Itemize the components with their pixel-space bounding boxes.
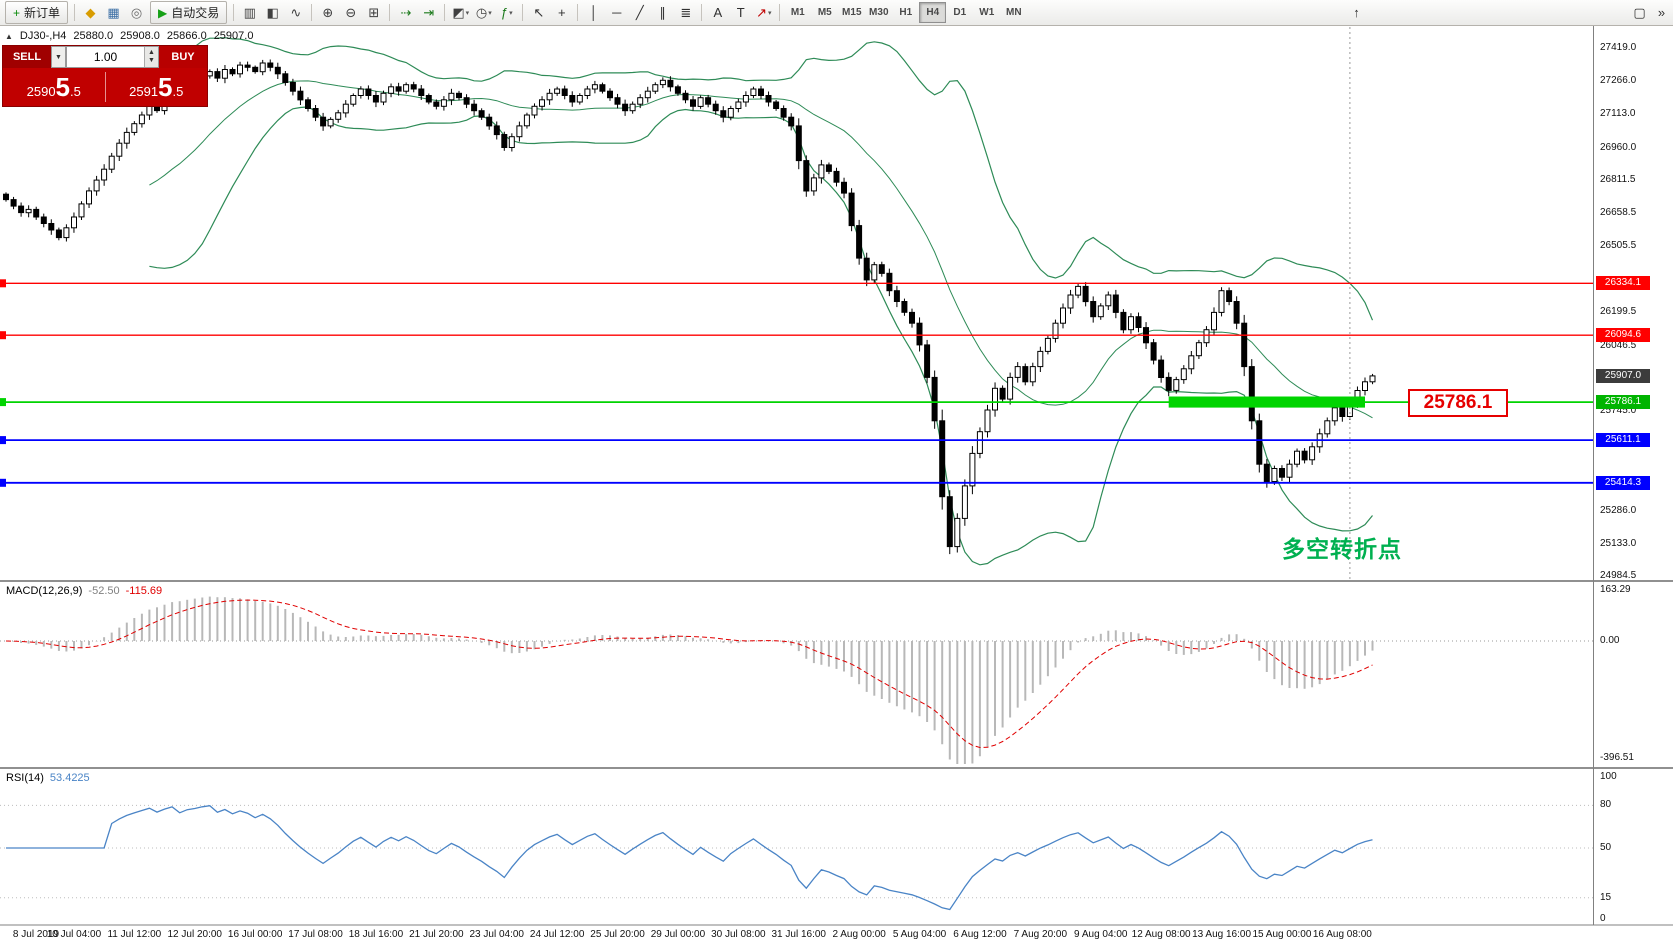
ohlc-high: 25908.0 (120, 30, 160, 42)
toolbar-separator (444, 4, 446, 21)
collapse-trade-panel-icon[interactable]: ▲ (5, 31, 13, 41)
indicators-icon[interactable]: ƒ ▾ (500, 5, 513, 20)
arrows-icon[interactable]: ↗ ▾ (756, 4, 772, 20)
toolbar-separator (233, 4, 235, 21)
chart-header: ▲ DJ30-,H4 25880.0 25908.0 25866.0 25907… (5, 30, 253, 42)
volume-spinner[interactable]: ▲ ▼ (144, 47, 158, 67)
horizontal-line-icon[interactable]: ─ (612, 5, 622, 20)
buy-price[interactable]: 25915.5 (129, 71, 184, 102)
volume-up-icon[interactable]: ▲ (148, 49, 155, 56)
one-click-trading-panel: SELL ▼ ▲▼ BUY 25905.5 25915.5 (2, 45, 208, 107)
candles (3, 59, 1376, 555)
auto-scroll-icon[interactable]: ⇢ (400, 4, 412, 20)
timeframe-m1[interactable]: M1 (790, 7, 805, 18)
macd-name: MACD(12,26,9) (6, 585, 83, 597)
macd-main-value: -52.50 (88, 585, 120, 597)
macd-indicator-label: MACD(12,26,9) -52.50 -115.69 (6, 585, 162, 597)
macd-histogram (12, 596, 1374, 764)
level-left-marker (0, 398, 6, 407)
zoom-in-icon[interactable]: ⊕ (322, 4, 334, 20)
toolbar-separator (522, 4, 524, 21)
rsi-line (6, 805, 1373, 911)
text-label-icon[interactable]: T (736, 5, 745, 20)
price-divider (104, 72, 106, 102)
turning-point-annotation[interactable]: 多空转折点 (1282, 536, 1402, 562)
volume-down-icon[interactable]: ▼ (148, 57, 155, 64)
timeframe-d1[interactable]: D1 (953, 7, 967, 18)
autotrade-play-icon: ▶ (158, 5, 168, 20)
chart-shift-icon[interactable]: ⇥ (423, 4, 435, 20)
vertical-line-icon[interactable]: │ (589, 5, 598, 20)
toolbar-separator (779, 4, 781, 21)
timeframe-h4[interactable]: H4 (919, 2, 947, 23)
profiles-icon[interactable]: ◷ ▾ (475, 4, 492, 20)
level-left-marker (0, 478, 6, 487)
chart-symbol-period: DJ30-,H4 (19, 30, 67, 42)
market-watch-icon[interactable]: ▦ (107, 4, 120, 20)
timeframe-h1[interactable]: H1 (899, 7, 913, 18)
timeframe-m15[interactable]: M15 (842, 7, 862, 18)
buy-button[interactable]: BUY (159, 46, 207, 68)
ohlc-close: 25907.0 (213, 30, 254, 42)
toolbar: + 新订单 ◆ ▦ ◎ ▶ 自动交易 ▥ ◧ ∿ ⊕ ⊖ ⊞ ⇢ ⇥ ◩ ▾ ◷ ▾ ƒ ▾ ↖ + │ ─ ╱ ∥ ≣ A T ↗ ▾ M1 M… (0, 0, 1673, 26)
candlestick-icon[interactable]: ◧ (266, 4, 279, 20)
level-left-marker (0, 436, 6, 445)
volume-field: ▲▼ (66, 46, 159, 68)
tile-windows-icon[interactable]: ⊞ (368, 4, 380, 20)
zoom-out-icon[interactable]: ⊖ (345, 4, 357, 20)
rsi-name: RSI(14) (6, 772, 44, 784)
autotrade-button[interactable]: ▶ 自动交易 (150, 1, 228, 24)
ohlc-low: 25866.0 (166, 30, 207, 42)
new-chart-icon[interactable]: ◩ ▾ (452, 4, 470, 20)
toolbar-separator (311, 4, 313, 21)
macd-signal-value: -115.69 (125, 585, 163, 597)
toolbar-separator (577, 4, 579, 21)
timeframe-m30[interactable]: M30 (869, 7, 889, 18)
toolbar-separator (74, 4, 76, 21)
ohlc-open: 25880.0 (73, 30, 114, 42)
timeframe-m5[interactable]: M5 (817, 7, 832, 18)
volume-input[interactable] (67, 47, 144, 67)
sell-button[interactable]: SELL (3, 46, 51, 68)
line-chart-icon[interactable]: ∿ (290, 4, 302, 20)
bar-chart-icon[interactable]: ▥ (243, 4, 256, 20)
level-left-marker (0, 331, 6, 340)
rsi-indicator-label: RSI(14) 53.4225 (6, 772, 90, 784)
cursor-icon[interactable]: ↖ (533, 4, 545, 20)
channel-icon[interactable]: ∥ (659, 4, 667, 20)
timeframe-mn[interactable]: MN (1006, 7, 1022, 18)
fibonacci-icon[interactable]: ≣ (680, 4, 692, 20)
volume-dropdown[interactable]: ▼ (51, 46, 66, 68)
macd-signal-line (5, 599, 1373, 749)
new-order-icon: + (13, 5, 21, 20)
bollinger-upper-band (148, 37, 1374, 321)
support-price-text: 25786.1 (1423, 392, 1493, 413)
scroll-up-icon[interactable]: ↑ (1353, 5, 1360, 20)
level-left-marker (0, 279, 6, 288)
toolbar-separator (701, 4, 703, 21)
more-icon[interactable]: » (1657, 5, 1666, 20)
strategy-tester-icon[interactable]: ◎ (130, 4, 143, 20)
window-icon[interactable]: ▢ (1633, 4, 1646, 20)
new-order-button[interactable]: + 新订单 (5, 1, 69, 24)
sell-price[interactable]: 25905.5 (26, 71, 81, 102)
support-price-annotation[interactable]: 25786.1 (1408, 389, 1508, 417)
support-zone-rectangle[interactable] (1168, 396, 1365, 408)
text-icon[interactable]: A (713, 5, 723, 20)
metaeditor-icon[interactable]: ◆ (85, 4, 96, 20)
timeframe-w1[interactable]: W1 (979, 7, 995, 18)
main-chart-plot (0, 27, 1593, 580)
trendline-icon[interactable]: ╱ (635, 4, 644, 20)
crosshair-icon[interactable]: + (557, 5, 566, 20)
rsi-value: 53.4225 (49, 772, 90, 784)
toolbar-separator (389, 4, 391, 21)
